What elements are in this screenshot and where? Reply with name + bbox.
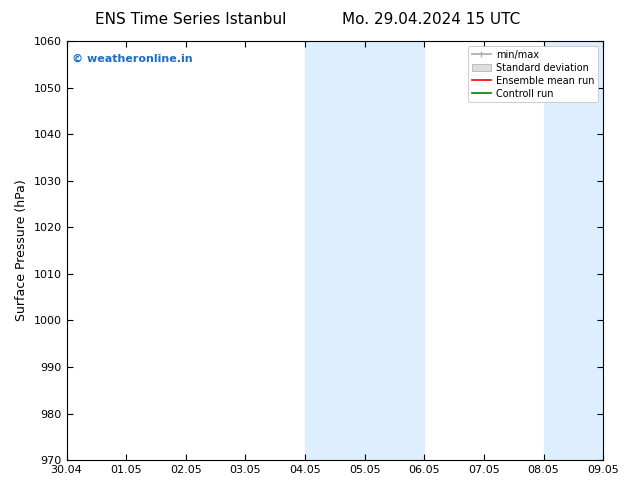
- Legend: min/max, Standard deviation, Ensemble mean run, Controll run: min/max, Standard deviation, Ensemble me…: [468, 46, 598, 102]
- Bar: [543, 41, 603, 460]
- Text: Mo. 29.04.2024 15 UTC: Mo. 29.04.2024 15 UTC: [342, 12, 521, 27]
- Y-axis label: Surface Pressure (hPa): Surface Pressure (hPa): [15, 180, 28, 321]
- Bar: [365, 41, 424, 460]
- Bar: [305, 41, 365, 460]
- Text: © weatheronline.in: © weatheronline.in: [72, 53, 193, 64]
- Text: ENS Time Series Istanbul: ENS Time Series Istanbul: [94, 12, 286, 27]
